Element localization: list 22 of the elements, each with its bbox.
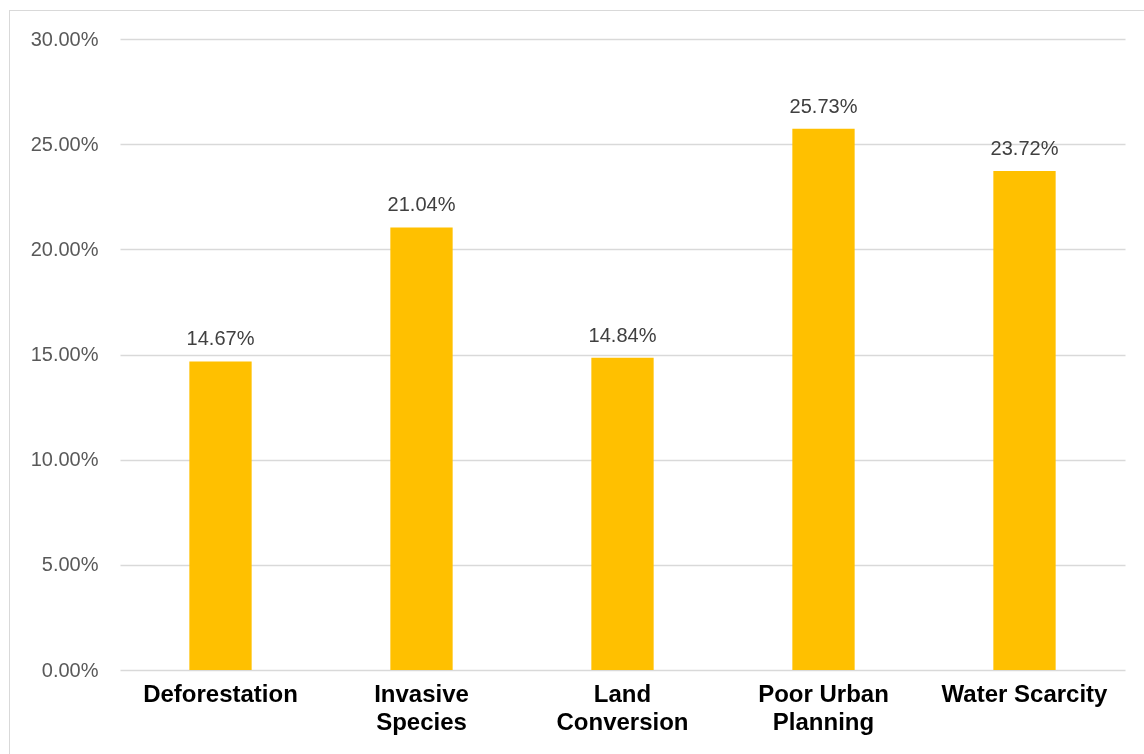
bar (792, 128, 855, 670)
y-tick-label: 30.00% (30, 27, 99, 50)
y-tick-label: 15.00% (30, 343, 99, 365)
x-tick-label: Deforestation (143, 679, 298, 707)
x-tick-label: Invasive Species (374, 679, 469, 735)
bar (591, 357, 654, 670)
y-tick-label: 25.00% (30, 132, 99, 155)
y-tick-label: 5.00% (41, 553, 99, 576)
bar (390, 227, 453, 670)
data-label: 25.73% (789, 94, 858, 117)
x-tick-label: Water Scarcity (941, 679, 1109, 707)
data-label: 14.67% (186, 327, 255, 350)
data-label: 23.72% (990, 137, 1059, 160)
data-label: 21.04% (387, 193, 456, 216)
bar (993, 171, 1056, 670)
y-tick-label: 20.00% (30, 237, 99, 260)
x-tick-label: Poor Urban Planning (758, 679, 889, 735)
bar (189, 361, 252, 670)
y-tick-label: 0.00% (41, 658, 99, 681)
data-label: 14.84% (588, 323, 657, 346)
x-tick-label: Land Conversion (556, 679, 689, 735)
y-tick-label: 10.00% (30, 448, 99, 471)
